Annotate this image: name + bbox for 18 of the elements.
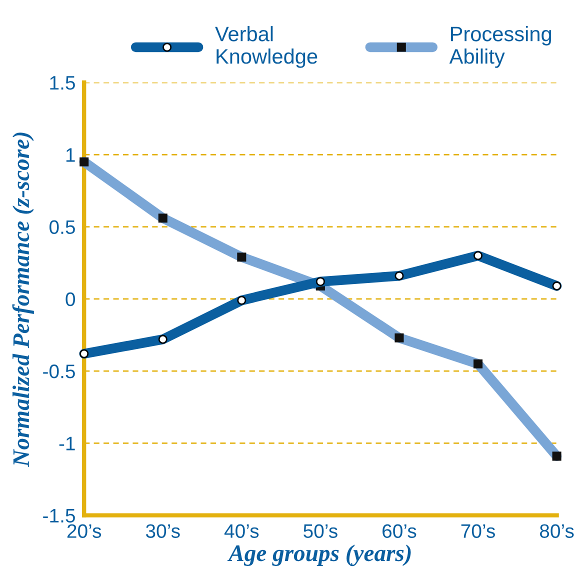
x-tick-label: 30’s: [146, 524, 180, 538]
x-tick-label: 50’s: [304, 524, 338, 538]
y-tick-label: 0.5: [50, 220, 75, 234]
x-tick-label: 20’s: [67, 524, 102, 538]
y-tick-label: -1: [59, 436, 75, 450]
x-axis-title: Age groups (years): [227, 544, 411, 566]
y-tick-label: -1.5: [43, 509, 75, 523]
y-tick-label: -0.5: [43, 364, 75, 378]
legend-label: Verbal Knowledge: [215, 26, 318, 68]
x-tick-label: 60’s: [382, 524, 416, 538]
x-tick-label: 70’s: [461, 524, 495, 538]
x-tick-label: 80’s: [540, 524, 574, 538]
y-tick-label: 1.5: [50, 76, 75, 90]
y-tick-label: 0: [66, 292, 76, 306]
y-axis-title: Normalized Performance (z-score): [12, 132, 34, 468]
y-tick-label: 1: [66, 148, 75, 162]
legend-label: Processing Ability: [449, 26, 552, 68]
x-tick-label: 40’s: [224, 524, 259, 538]
